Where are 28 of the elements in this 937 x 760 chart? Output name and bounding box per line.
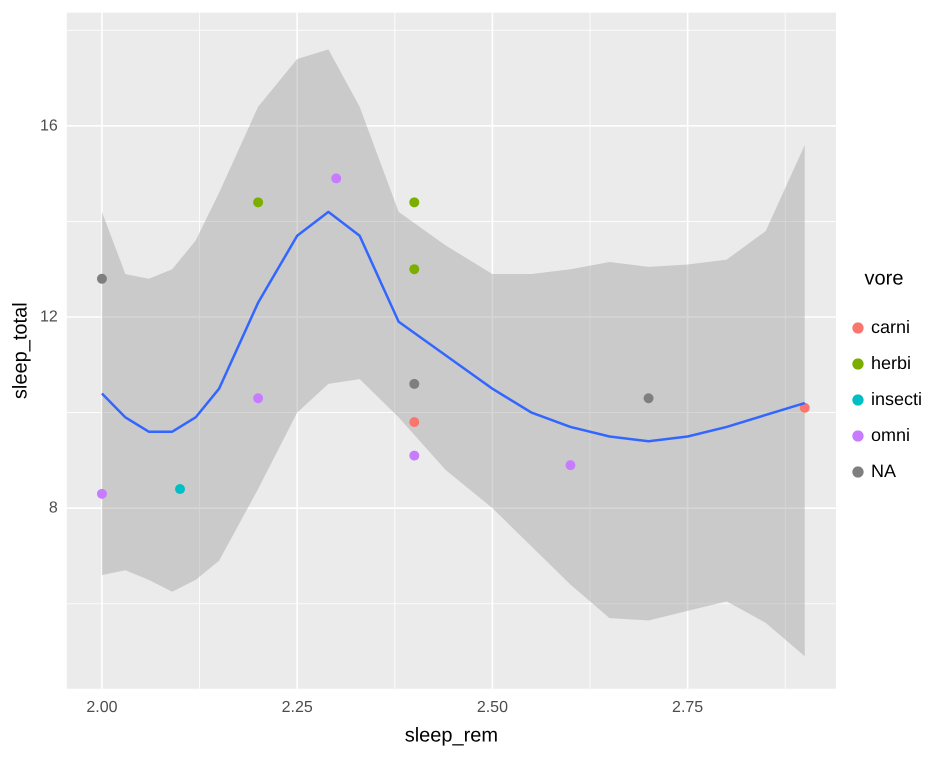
point bbox=[331, 173, 342, 184]
point bbox=[253, 393, 264, 404]
point bbox=[409, 417, 420, 428]
point bbox=[409, 197, 420, 208]
x-tick-label: 2.50 bbox=[476, 698, 508, 716]
x-axis-title: sleep_rem bbox=[404, 724, 498, 747]
legend-label: insecti bbox=[870, 388, 922, 409]
point bbox=[96, 274, 107, 284]
point bbox=[644, 393, 654, 404]
y-tick-label: 12 bbox=[40, 308, 58, 326]
point bbox=[175, 484, 186, 494]
x-tick-label: 2.00 bbox=[86, 698, 118, 716]
legend-label: carni bbox=[870, 316, 910, 337]
point bbox=[409, 378, 420, 389]
legend-label: herbi bbox=[870, 352, 912, 373]
legend-label: omni bbox=[870, 424, 910, 445]
point bbox=[409, 264, 420, 274]
y-axis-title: sleep_total bbox=[10, 302, 32, 400]
legend-title: vore bbox=[864, 268, 904, 290]
x-tick-label: 2.25 bbox=[282, 698, 313, 716]
y-tick-label: 16 bbox=[40, 117, 58, 134]
legend-label: NA bbox=[870, 460, 896, 481]
y-tick-label: 8 bbox=[48, 500, 58, 517]
point bbox=[409, 450, 420, 461]
point bbox=[96, 488, 107, 499]
point bbox=[253, 197, 264, 208]
point bbox=[565, 460, 576, 470]
x-tick-label: 2.75 bbox=[672, 698, 704, 716]
